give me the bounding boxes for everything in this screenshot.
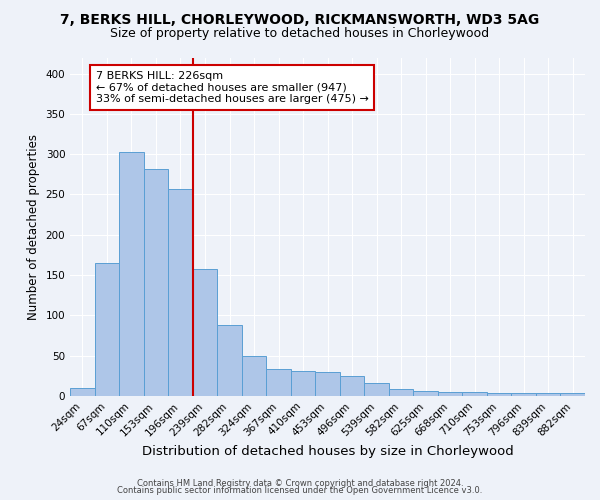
Bar: [389, 390, 413, 396]
Bar: [316, 372, 340, 396]
Bar: [242, 356, 266, 396]
Bar: [413, 391, 438, 396]
Bar: [463, 392, 487, 396]
Bar: [217, 325, 242, 396]
Text: Contains HM Land Registry data © Crown copyright and database right 2024.: Contains HM Land Registry data © Crown c…: [137, 478, 463, 488]
Bar: [70, 388, 95, 396]
Bar: [487, 392, 511, 396]
Bar: [291, 371, 316, 396]
Bar: [193, 268, 217, 396]
Bar: [119, 152, 144, 396]
Bar: [168, 189, 193, 396]
Bar: [560, 394, 585, 396]
Bar: [95, 263, 119, 396]
Text: 7, BERKS HILL, CHORLEYWOOD, RICKMANSWORTH, WD3 5AG: 7, BERKS HILL, CHORLEYWOOD, RICKMANSWORT…: [61, 12, 539, 26]
Bar: [144, 168, 168, 396]
Bar: [364, 383, 389, 396]
Text: 7 BERKS HILL: 226sqm
← 67% of detached houses are smaller (947)
33% of semi-deta: 7 BERKS HILL: 226sqm ← 67% of detached h…: [96, 71, 369, 104]
Bar: [536, 394, 560, 396]
Y-axis label: Number of detached properties: Number of detached properties: [27, 134, 40, 320]
Bar: [511, 394, 536, 396]
Text: Size of property relative to detached houses in Chorleywood: Size of property relative to detached ho…: [110, 28, 490, 40]
X-axis label: Distribution of detached houses by size in Chorleywood: Distribution of detached houses by size …: [142, 444, 514, 458]
Bar: [340, 376, 364, 396]
Bar: [438, 392, 463, 396]
Text: Contains public sector information licensed under the Open Government Licence v3: Contains public sector information licen…: [118, 486, 482, 495]
Bar: [266, 370, 291, 396]
